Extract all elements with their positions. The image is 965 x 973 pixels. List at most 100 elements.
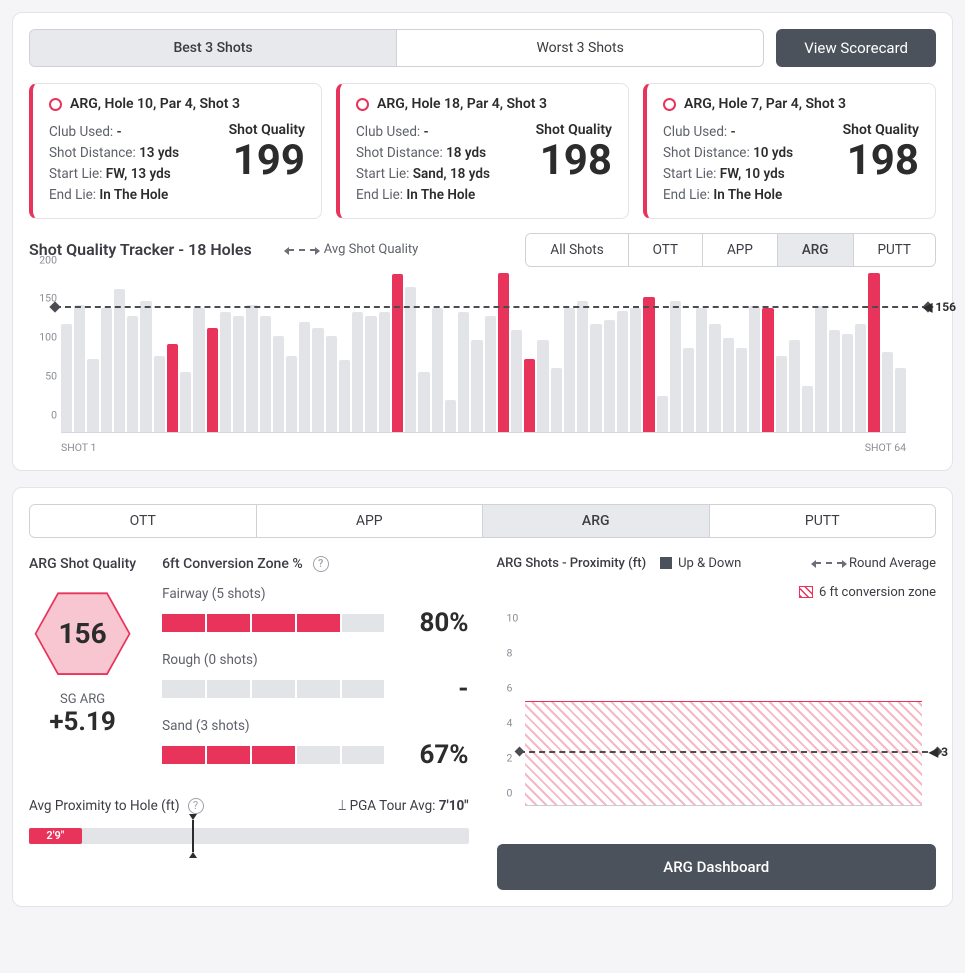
help-icon[interactable]: ?	[188, 798, 204, 814]
lower-tab-app[interactable]: APP	[256, 505, 483, 537]
tracker-bar[interactable]	[220, 312, 231, 431]
tracker-bar[interactable]	[709, 324, 720, 431]
tracker-bar[interactable]	[683, 348, 694, 431]
tracker-tab-putt[interactable]: PUTT	[853, 234, 936, 266]
tracker-bar[interactable]	[114, 289, 125, 432]
conv-label: Sand (3 shots)	[162, 718, 468, 734]
tracker-bar[interactable]	[326, 336, 337, 431]
tracker-bar[interactable]	[749, 306, 760, 432]
tracker-bar[interactable]	[789, 340, 800, 431]
tracker-bars	[61, 273, 906, 432]
tracker-bar[interactable]	[339, 360, 350, 432]
tracker-bar[interactable]	[286, 356, 297, 432]
target-icon	[49, 98, 62, 111]
tracker-bar[interactable]	[233, 316, 244, 431]
tracker-tab-ott[interactable]: OTT	[628, 234, 702, 266]
tracker-bar[interactable]	[312, 328, 323, 431]
tracker-bar[interactable]	[167, 344, 178, 431]
tracker-bar[interactable]	[365, 316, 376, 431]
tracker-bar[interactable]	[551, 368, 562, 432]
tracker-bar[interactable]	[868, 273, 879, 432]
tracker-y-axis: 050100150200	[29, 273, 59, 428]
tracker-bar[interactable]	[471, 340, 482, 431]
shot-card[interactable]: ARG, Hole 18, Par 4, Shot 3 Club Used: -…	[336, 83, 629, 219]
sg-label: SG ARG	[60, 692, 105, 707]
tracker-bar[interactable]	[895, 368, 906, 432]
tracker-bar[interactable]	[299, 322, 310, 432]
tracker-tab-arg[interactable]: ARG	[777, 234, 853, 266]
tracker-bar[interactable]	[392, 274, 403, 431]
conv-seg	[207, 746, 250, 764]
lower-tabs: OTTAPPARGPUTT	[29, 504, 936, 538]
tracker-bar[interactable]	[855, 324, 866, 431]
tracker-bar[interactable]	[511, 330, 522, 432]
tracker-bar[interactable]	[485, 316, 496, 431]
tracker-bar[interactable]	[193, 308, 204, 431]
square-icon	[660, 557, 672, 569]
tracker-bar[interactable]	[842, 334, 853, 432]
tracker-bar[interactable]	[590, 324, 601, 431]
tracker-bar[interactable]	[74, 305, 85, 432]
prox-fill: 2'9"	[29, 828, 82, 844]
tracker-bar[interactable]	[246, 305, 257, 432]
arg-dashboard-button[interactable]: ARG Dashboard	[497, 844, 937, 890]
tracker-bar[interactable]	[260, 316, 271, 431]
lower-tab-arg[interactable]: ARG	[482, 505, 709, 537]
tracker-bar[interactable]	[379, 312, 390, 431]
lower-tab-ott[interactable]: OTT	[30, 505, 256, 537]
tracker-bar[interactable]	[736, 348, 747, 431]
tracker-bar[interactable]	[657, 396, 668, 432]
tracker-tab-app[interactable]: APP	[702, 234, 777, 266]
tracker-bar[interactable]	[762, 308, 773, 431]
tracker-bar[interactable]	[61, 324, 72, 431]
tracker-bar[interactable]	[445, 400, 456, 432]
tracker-bar[interactable]	[207, 328, 218, 431]
tracker-bar[interactable]	[405, 287, 416, 432]
conv-seg	[342, 746, 385, 764]
tracker-legend: Avg Shot Quality	[288, 242, 419, 257]
lower-tab-putt[interactable]: PUTT	[709, 505, 936, 537]
tracker-bar[interactable]	[829, 330, 840, 432]
tracker-bar[interactable]	[87, 359, 98, 432]
tracker-bar[interactable]	[776, 356, 787, 432]
help-icon[interactable]: ?	[313, 556, 329, 572]
avg-line: ◀ 156	[55, 306, 928, 308]
tab-best-shots[interactable]: Best 3 Shots	[30, 30, 396, 66]
shot-title: ARG, Hole 7, Par 4, Shot 3	[684, 96, 846, 112]
shot-card[interactable]: ARG, Hole 10, Par 4, Shot 3 Club Used: -…	[29, 83, 322, 219]
tracker-bar[interactable]	[180, 372, 191, 432]
tracker-bar[interactable]	[127, 316, 138, 431]
tracker-bar[interactable]	[617, 311, 628, 432]
tracker-bar[interactable]	[498, 273, 509, 432]
tracker-bar[interactable]	[432, 308, 443, 431]
tracker-bar[interactable]	[140, 301, 151, 432]
tracker-bar[interactable]	[524, 359, 535, 432]
tracker-bar[interactable]	[643, 297, 654, 432]
tracker-bar[interactable]	[696, 308, 707, 431]
tracker-bar[interactable]	[723, 338, 734, 432]
avg-line-icon	[288, 249, 316, 251]
tracker-bar[interactable]	[802, 386, 813, 432]
tracker-bar[interactable]	[815, 306, 826, 432]
conv-seg	[297, 680, 340, 698]
tracker-bar[interactable]	[630, 308, 641, 431]
tracker-bar[interactable]	[101, 308, 112, 431]
tracker-tab-all-shots[interactable]: All Shots	[526, 234, 627, 266]
tracker-bar[interactable]	[537, 340, 548, 431]
tracker-bar[interactable]	[273, 336, 284, 431]
shot-card[interactable]: ARG, Hole 7, Par 4, Shot 3 Club Used: - …	[643, 83, 936, 219]
tracker-bar[interactable]	[418, 372, 429, 432]
tab-worst-shots[interactable]: Worst 3 Shots	[396, 30, 763, 66]
tracker-bar[interactable]	[564, 308, 575, 431]
tracker-bar[interactable]	[352, 312, 363, 431]
tracker-bar[interactable]	[577, 301, 588, 432]
tracker-bar[interactable]	[882, 352, 893, 432]
pc-y-tick: 2	[507, 751, 513, 764]
tracker-bar[interactable]	[670, 301, 681, 432]
shot-details: Club Used: - Shot Distance: 10 yds Start…	[663, 122, 793, 206]
tracker-bar[interactable]	[458, 312, 469, 431]
view-scorecard-button[interactable]: View Scorecard	[776, 29, 936, 67]
tracker-bar[interactable]	[154, 356, 165, 432]
tracker-bar[interactable]	[604, 320, 615, 431]
left-columns: ARG Shot Quality 156 SG ARG +5.19 6ft Co	[29, 556, 469, 770]
